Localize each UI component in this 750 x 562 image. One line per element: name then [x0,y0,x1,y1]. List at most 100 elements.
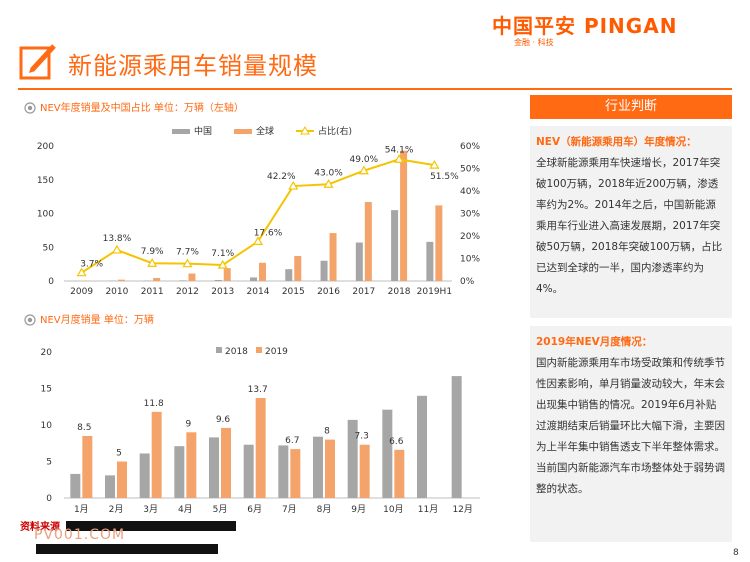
data-label: 7.3 [355,432,369,442]
y-tick-label: 150 [37,176,54,186]
bar-global [435,205,443,281]
ratio-point [76,267,87,277]
y2-tick-label: 20% [460,232,480,242]
watermark: PV001.COM [34,527,126,543]
data-label: 13.7 [248,385,268,395]
bar-2019 [290,449,301,498]
data-label: 6.7 [285,436,299,446]
y2-tick-label: 0% [460,277,475,287]
bar-2019 [359,444,370,498]
bar-global [329,233,337,281]
bar-china [426,241,434,281]
x-tick-label: 5月 [213,504,228,515]
y2-tick-label: 60% [460,142,480,152]
bullet-icon [24,99,36,114]
bar-global [153,277,161,281]
ratio-label: 54.1% [385,145,414,155]
ratio-line [81,158,435,274]
source-label: 资料来源 [20,522,60,533]
x-tick-label: 2011 [141,287,164,297]
x-tick-label: 4月 [178,504,193,515]
y2-tick-label: 10% [460,255,480,265]
redaction-bar [66,521,236,531]
bar-global [364,202,372,281]
edit-icon [18,42,58,82]
bar-2018 [451,376,462,498]
legend-swatch-global [234,129,252,134]
bar-2019 [82,435,93,498]
bar-2018 [139,453,150,498]
ratio-label: 7.9% [141,247,164,257]
ratio-point [252,236,264,246]
y-tick-label: 10 [41,421,53,431]
y-tick-label: 20 [41,348,53,358]
bar-global [294,256,302,281]
bar-global [259,262,266,281]
y-tick-label: 50 [43,243,55,253]
x-tick-label: 2016 [317,287,340,297]
y-tick-label: 100 [37,210,54,220]
ratio-label: 13.8% [103,234,132,244]
legend-label: 2018 [225,347,248,357]
bar-china [285,269,293,281]
x-tick-label: 10月 [383,504,403,515]
redaction-bar [36,544,218,554]
ratio-label: 43.0% [314,168,343,178]
ratio-label: 7.1% [211,249,234,259]
x-tick-label: 9月 [351,504,366,515]
bar-global [400,150,408,281]
bar-2018 [243,444,254,498]
bar-china [355,242,363,281]
bar-2018 [347,419,358,498]
bar-china [179,280,187,281]
bar-2018 [174,446,185,498]
y-tick-label: 0 [48,277,54,287]
x-tick-label: 2010 [105,287,128,297]
pingan-logo: 中国平安 PINGAN [492,14,678,38]
data-label: 8 [324,427,330,437]
y-tick-label: 5 [46,458,52,468]
bar-2018 [105,475,115,498]
x-tick-label: 6月 [247,504,262,515]
bar-2019 [325,439,335,498]
chart1-title: NEV年度销量及中国占比 单位：万辆（左轴） [40,103,244,114]
ratio-label: 42.2% [267,172,296,182]
logo-tagline: 金融 · 科技 [514,38,554,47]
ratio-label: 17.6% [254,228,283,238]
y2-tick-label: 30% [460,210,480,220]
section1-body: 全球新能源乘用车快速增长，2017年突破100万辆，2018年近200万辆，渗透… [536,157,723,295]
x-tick-label: 2013 [211,287,234,297]
ratio-label: 7.7% [176,248,199,258]
bar-2018 [70,473,81,498]
section2-title: 2019年NEV月度情况： [536,336,653,348]
data-label: 9 [185,419,191,429]
page-number: 8 [733,548,739,558]
ratio-point [182,258,193,268]
ratio-point [429,159,440,169]
bar-2018 [278,445,289,498]
ratio-point [147,258,158,267]
legend-label: 全球 [256,125,274,137]
x-tick-label: 2015 [282,287,305,297]
bar-2019 [394,449,405,498]
ratio-point [111,244,122,254]
x-tick-label: 2月 [109,504,124,515]
data-label: 5 [116,449,122,459]
x-tick-label: 2012 [176,287,199,297]
bar-2018 [313,436,323,498]
monthly-analysis-box: 2019年NEV月度情况： 国内新能源乘用车市场受政策和传统季节性因素影响，单月… [530,326,732,542]
x-tick-label: 7月 [282,504,297,515]
bar-2019 [255,397,266,498]
bar-china [320,260,328,281]
legend-swatch-2019 [256,347,262,353]
bar-global [117,279,125,281]
monthly-sales-chart: 0 5 10 15 20 8.5 1月 5 2月 11.8 3月 9 4月 9.6 5月 13.7 6月 6.7 7… [41,347,480,515]
x-tick-label: 2019H1 [417,287,452,297]
ratio-point [217,259,228,269]
x-tick-label: 8月 [317,504,332,515]
legend-label: 中国 [194,125,212,137]
bar-2018 [382,409,393,498]
data-label: 11.8 [144,399,164,409]
bar-global [188,273,196,281]
x-tick-label: 12月 [452,504,472,515]
